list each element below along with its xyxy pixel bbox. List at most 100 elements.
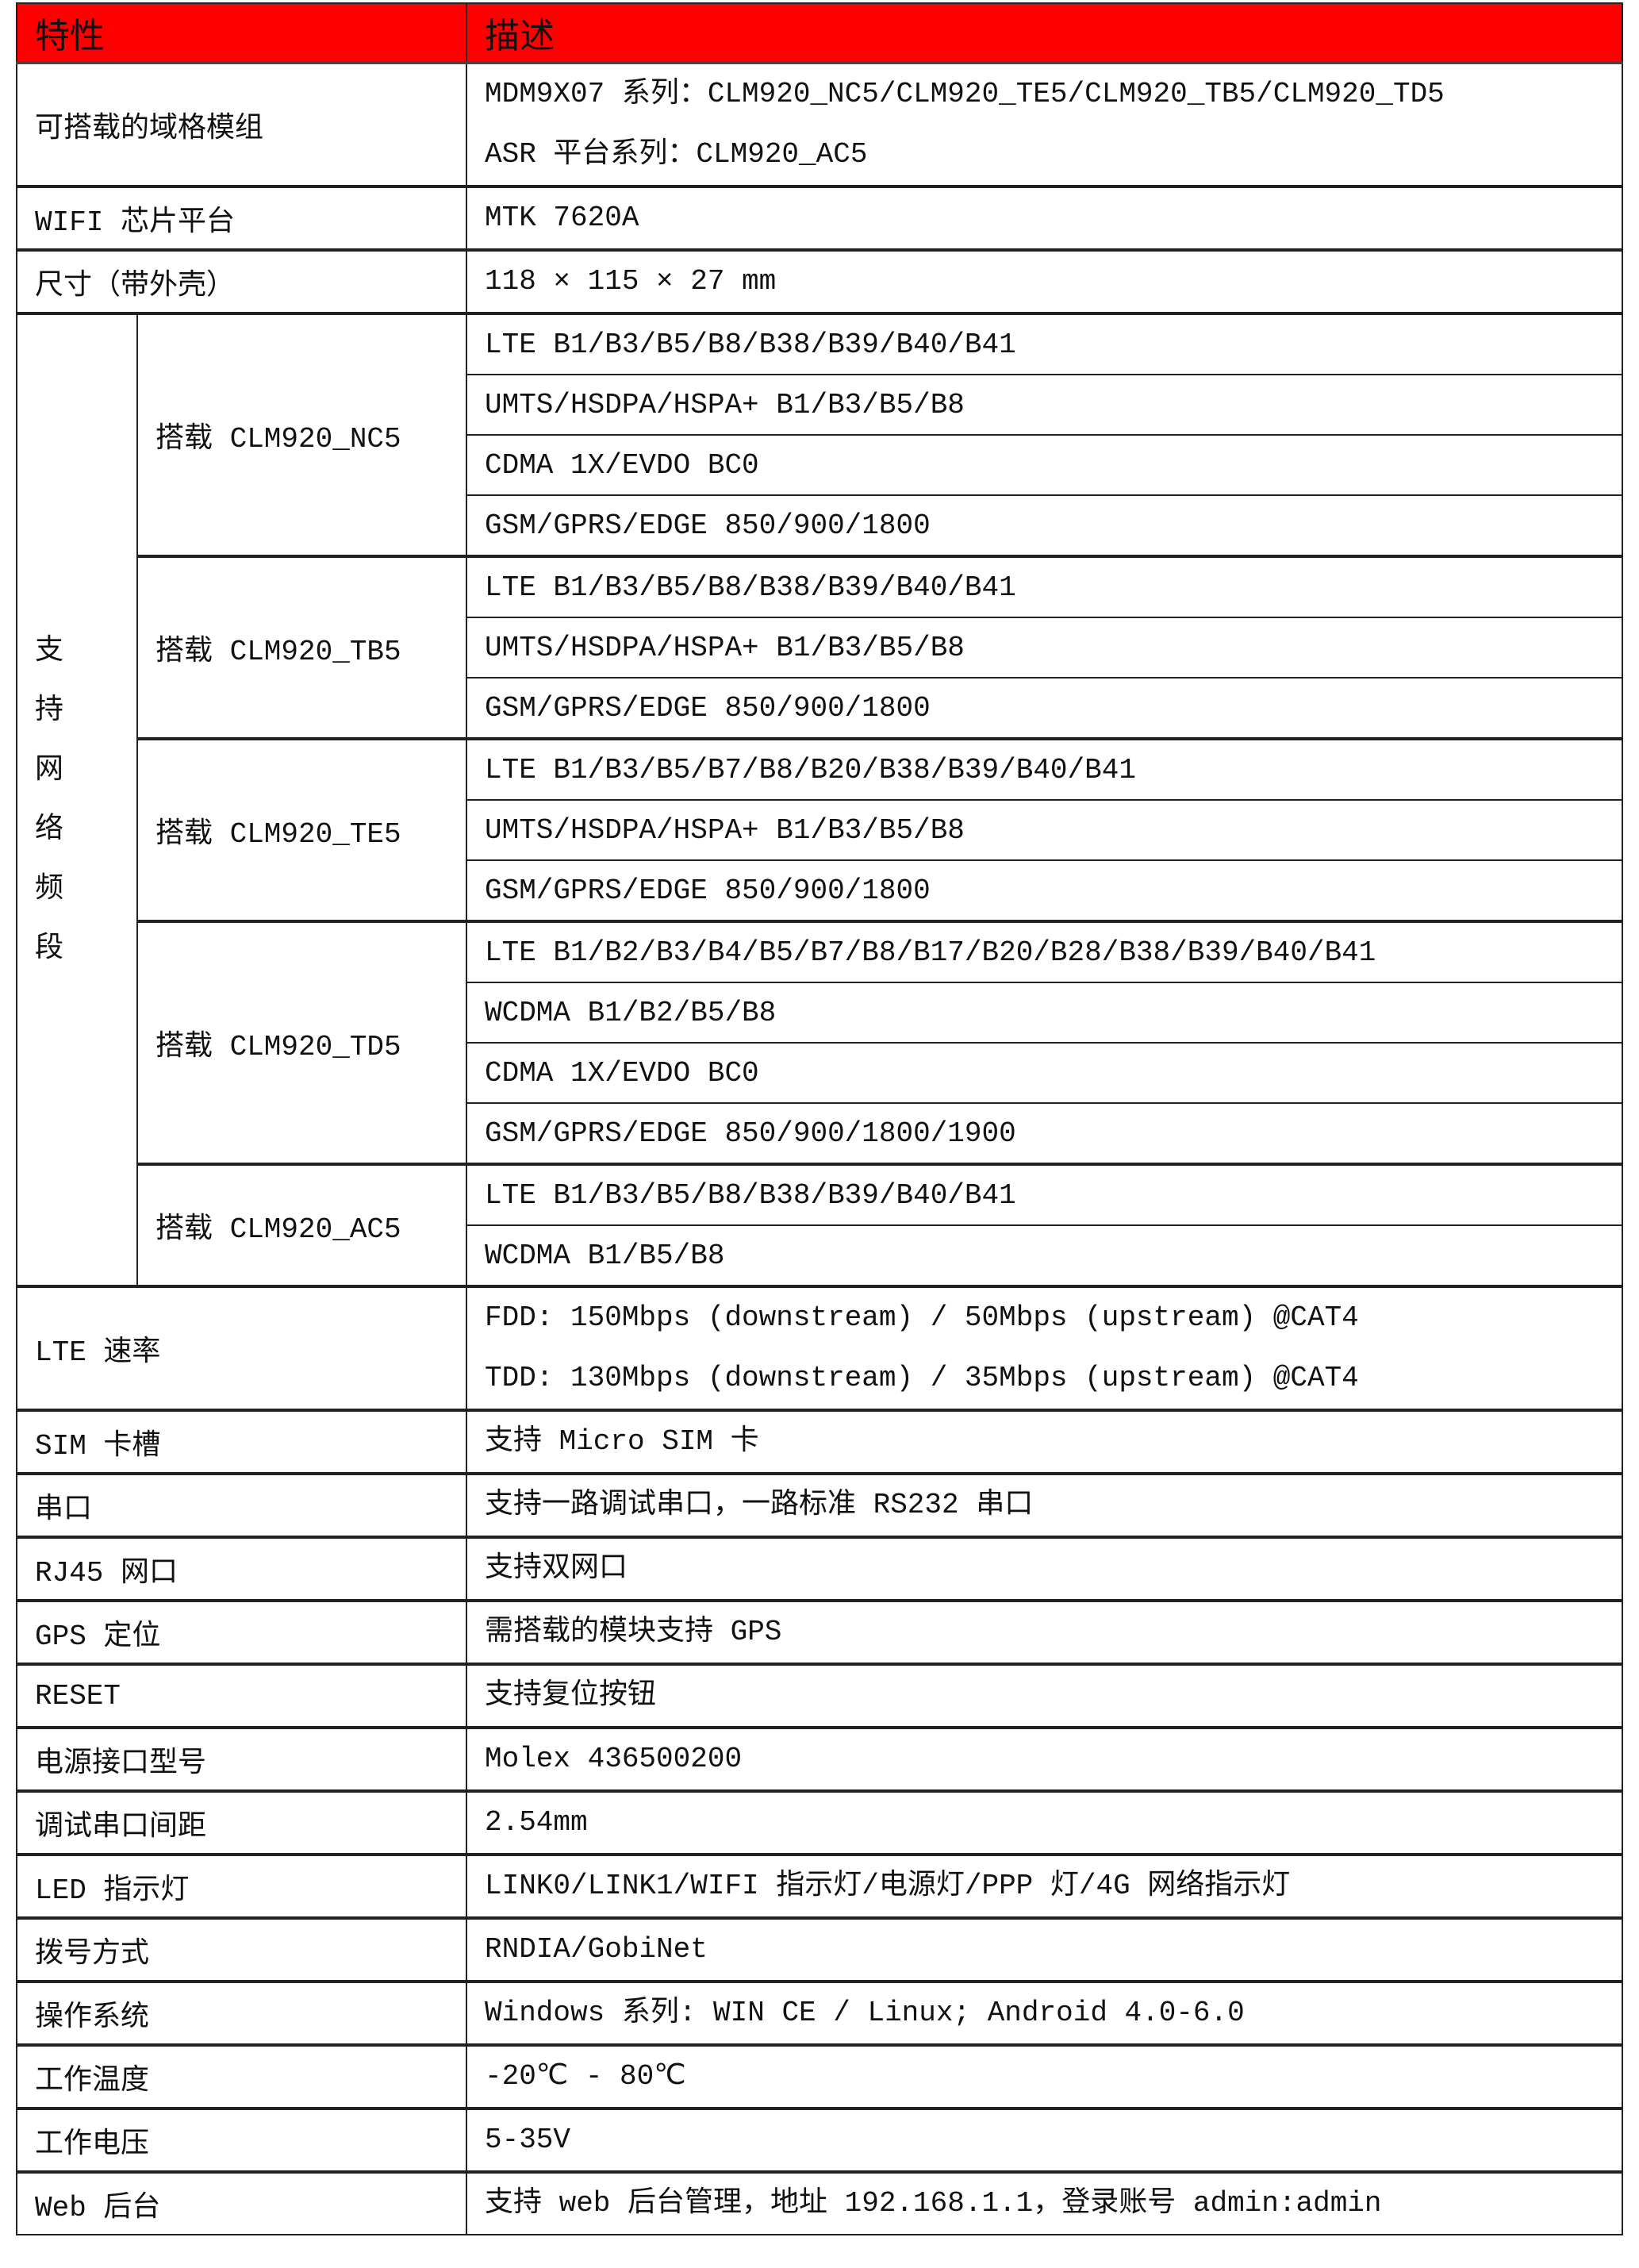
table-row: 电源接口型号 Molex 436500200 [16, 1726, 1623, 1792]
feature-value: 支持 web 后台管理，地址 192.168.1.1，登录账号 admin:ad… [466, 2170, 1623, 2235]
band-value: LTE B1/B2/B3/B4/B5/B7/B8/B17/B20/B28/B38… [466, 920, 1623, 983]
band-row: UMTS/HSDPA/HSPA+ B1/B3/B5/B8 [17, 799, 1623, 861]
value-line: 支持 Micro SIM 卡 [485, 1425, 759, 1458]
value-line: Windows 系列: WIN CE / Linux; Android 4.0-… [485, 1997, 1245, 2029]
band-value: GSM/GPRS/EDGE 850/900/1800/1900 [466, 1102, 1623, 1165]
feature-value: 118 × 115 × 27 mm [466, 248, 1623, 314]
band-row: WCDMA B1/B2/B5/B8 [17, 982, 1623, 1044]
band-row: GSM/GPRS/EDGE 850/900/1800 [17, 494, 1623, 557]
feature-value: 支持复位按钮 [466, 1663, 1623, 1728]
table-row: WIFI 芯片平台 MTK 7620A [16, 185, 1623, 251]
feature-value: MDM9X07 系列：CLM920_NC5/CLM920_TE5/CLM920_… [466, 61, 1623, 187]
value-line: 支持双网口 [485, 1552, 628, 1585]
band-value: UMTS/HSDPA/HSPA+ B1/B3/B5/B8 [466, 374, 1623, 436]
table-row: GPS 定位 需搭载的模块支持 GPS [16, 1599, 1623, 1665]
band-row: GSM/GPRS/EDGE 850/900/1800 [17, 677, 1623, 740]
spec-table: 特性 描述 可搭载的域格模组 MDM9X07 系列：CLM920_NC5/CLM9… [16, 2, 1623, 2235]
band-row: GSM/GPRS/EDGE 850/900/1800 [17, 859, 1623, 922]
feature-label: 工作电压 [16, 2107, 467, 2173]
band-value: LTE B1/B3/B5/B7/B8/B20/B38/B39/B40/B41 [466, 737, 1623, 801]
module-label: 搭载 CLM920_TD5 [136, 920, 467, 1165]
table-row: 拨号方式 RNDIA/GobiNet [16, 1916, 1623, 1982]
band-value: CDMA 1X/EVDO BC0 [466, 1042, 1623, 1104]
band-section-char: 络 [35, 813, 64, 846]
feature-value: 2.54mm [466, 1789, 1623, 1855]
band-value: WCDMA B1/B2/B5/B8 [466, 982, 1623, 1044]
band-value: LTE B1/B3/B5/B8/B38/B39/B40/B41 [466, 555, 1623, 618]
band-row: 搭载 CLM920_AC5 LTE B1/B3/B5/B8/B38/B39/B40… [17, 1163, 1623, 1287]
band-row: 搭载 CLM920_TE5 LTE B1/B3/B5/B7/B8/B20/B38/… [17, 737, 1623, 922]
feature-label: LED 指示灯 [16, 1853, 467, 1919]
band-section-char: 网 [35, 754, 64, 786]
band-value: GSM/GPRS/EDGE 850/900/1800 [466, 494, 1623, 557]
table-row: RJ45 网口 支持双网口 [16, 1536, 1623, 1601]
feature-value: 5-35V [466, 2107, 1623, 2173]
feature-label: 电源接口型号 [16, 1726, 467, 1792]
band-value: LTE B1/B3/B5/B8/B38/B39/B40/B41 [466, 312, 1623, 375]
band-row: CDMA 1X/EVDO BC0 [17, 1042, 1623, 1104]
band-row: 搭载 CLM920_TD5 LTE B1/B2/B3/B4/B5/B7/B8/B1… [17, 920, 1623, 1165]
value-line: 需搭载的模块支持 GPS [485, 1616, 782, 1648]
band-row: UMTS/HSDPA/HSPA+ B1/B3/B5/B8 [17, 374, 1623, 436]
value-line: 支持 web 后台管理，地址 192.168.1.1，登录账号 admin:ad… [485, 2187, 1382, 2220]
value-line: 2.54mm [485, 1806, 588, 1839]
feature-value: LINK0/LINK1/WIFI 指示灯/电源灯/PPP 灯/4G 网络指示灯 [466, 1853, 1623, 1919]
value-line: Molex 436500200 [485, 1743, 743, 1775]
feature-value: 支持双网口 [466, 1536, 1623, 1601]
band-value: UMTS/HSDPA/HSPA+ B1/B3/B5/B8 [466, 617, 1623, 678]
table-row: LTE 速率 FDD: 150Mbps (downstream) / 50Mbps… [16, 1285, 1623, 1411]
feature-label: 尺寸（带外壳） [16, 248, 467, 314]
band-row: WCDMA B1/B5/B8 [17, 1224, 1623, 1287]
table-row: 可搭载的域格模组 MDM9X07 系列：CLM920_NC5/CLM920_TE5… [16, 61, 1623, 187]
feature-label: SIM 卡槽 [16, 1409, 467, 1474]
module-label: 搭载 CLM920_NC5 [136, 312, 467, 557]
module-label: 搭载 CLM920_AC5 [136, 1163, 467, 1287]
feature-label: 调试串口间距 [16, 1789, 467, 1855]
value-line: 支持一路调试串口，一路标准 RS232 串口 [485, 1489, 1034, 1521]
value-line: TDD: 130Mbps (downstream) / 35Mbps (upst… [485, 1362, 1359, 1394]
header-description: 描述 [466, 2, 1623, 64]
feature-label: 工作温度 [16, 2043, 467, 2109]
feature-value: 支持一路调试串口，一路标准 RS232 串口 [466, 1472, 1623, 1538]
band-section-char: 段 [35, 932, 64, 965]
feature-value: 支持 Micro SIM 卡 [466, 1409, 1623, 1474]
feature-value: Molex 436500200 [466, 1726, 1623, 1792]
feature-label: RESET [16, 1663, 467, 1728]
feature-value: MTK 7620A [466, 185, 1623, 251]
feature-label: 拨号方式 [16, 1916, 467, 1982]
band-value: WCDMA B1/B5/B8 [466, 1224, 1623, 1287]
module-label: 搭载 CLM920_TB5 [136, 555, 467, 740]
band-section-char: 持 [35, 694, 64, 727]
feature-value: Windows 系列: WIN CE / Linux; Android 4.0-… [466, 1980, 1623, 2046]
band-row: 支持网络频段搭载 CLM920_NC5 LTE B1/B3/B5/B8/B38/B… [16, 312, 1623, 1287]
feature-value: 需搭载的模块支持 GPS [466, 1599, 1623, 1665]
band-value: GSM/GPRS/EDGE 850/900/1800 [466, 677, 1623, 740]
feature-value: -20℃ - 80℃ [466, 2043, 1623, 2109]
value-line: FDD: 150Mbps (downstream) / 50Mbps (upst… [485, 1301, 1359, 1334]
feature-label: 操作系统 [16, 1980, 467, 2046]
table-row: 尺寸（带外壳） 118 × 115 × 27 mm [16, 248, 1623, 314]
value-line: RNDIA/GobiNet [485, 1933, 708, 1966]
table-row: LED 指示灯 LINK0/LINK1/WIFI 指示灯/电源灯/PPP 灯/4G… [16, 1853, 1623, 1919]
feature-label: 可搭载的域格模组 [16, 61, 467, 187]
value-line: MTK 7620A [485, 202, 639, 234]
band-value: CDMA 1X/EVDO BC0 [466, 434, 1623, 496]
module-label: 搭载 CLM920_TE5 [136, 737, 467, 922]
value-line: 支持复位按钮 [485, 1679, 657, 1712]
value-line: 5-35V [485, 2124, 571, 2156]
value-line: ASR 平台系列：CLM920_AC5 [485, 138, 868, 171]
band-row: 搭载 CLM920_TB5 LTE B1/B3/B5/B8/B38/B39/B40… [17, 555, 1623, 740]
feature-value: FDD: 150Mbps (downstream) / 50Mbps (upst… [466, 1285, 1623, 1411]
feature-label: WIFI 芯片平台 [16, 185, 467, 251]
value-line: 118 × 115 × 27 mm [485, 265, 777, 298]
band-row: CDMA 1X/EVDO BC0 [17, 434, 1623, 496]
band-value: LTE B1/B3/B5/B8/B38/B39/B40/B41 [466, 1163, 1623, 1226]
band-section-char: 频 [35, 873, 64, 905]
table-row: 操作系统 Windows 系列: WIN CE / Linux; Android … [16, 1980, 1623, 2046]
band-row: GSM/GPRS/EDGE 850/900/1800/1900 [17, 1102, 1623, 1165]
header-feature: 特性 [16, 2, 467, 64]
band-row: UMTS/HSDPA/HSPA+ B1/B3/B5/B8 [17, 617, 1623, 678]
value-line: -20℃ - 80℃ [485, 2060, 686, 2093]
table-row: Web 后台 支持 web 后台管理，地址 192.168.1.1，登录账号 ad… [16, 2170, 1623, 2235]
feature-label: RJ45 网口 [16, 1536, 467, 1601]
